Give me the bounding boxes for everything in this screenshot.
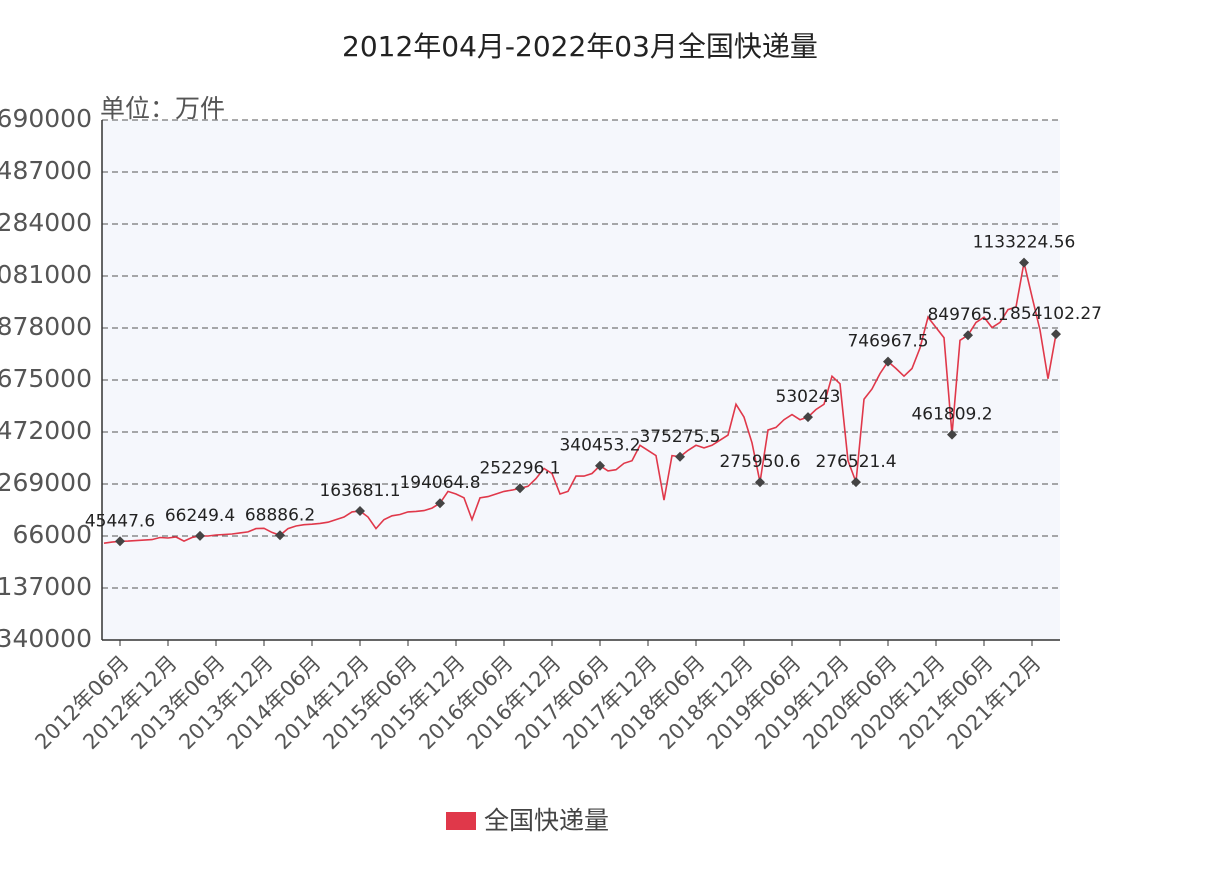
point-marker xyxy=(675,451,685,462)
y-tick-label: 675000 xyxy=(0,364,92,393)
point-marker xyxy=(355,505,365,516)
data-label: 854102.27 xyxy=(1010,304,1102,324)
y-tick-label: 878000 xyxy=(0,312,92,341)
point-marker xyxy=(515,483,525,494)
point-marker xyxy=(435,498,445,509)
plot-background xyxy=(102,120,1060,640)
point-marker xyxy=(595,460,605,471)
data-label: 849765.1 xyxy=(927,305,1008,325)
point-marker xyxy=(755,477,765,488)
data-label: 461809.2 xyxy=(911,405,992,425)
data-label: 1133224.56 xyxy=(973,233,1076,253)
data-label: 163681.1 xyxy=(319,481,400,501)
point-marker xyxy=(1051,329,1061,340)
data-label: 340453.2 xyxy=(559,436,640,456)
data-label: 276521.4 xyxy=(815,452,896,472)
data-label: 45447.6 xyxy=(85,511,155,531)
y-axis-label: 单位：万件 xyxy=(100,94,225,123)
data-label: 252296.1 xyxy=(479,458,560,478)
point-marker xyxy=(195,530,205,541)
chart-title: 2012年04月-2022年03月全国快递量 xyxy=(342,30,818,63)
point-marker xyxy=(115,536,125,547)
point-marker xyxy=(275,530,285,541)
point-marker xyxy=(947,429,957,440)
legend-swatch xyxy=(446,812,476,830)
point-marker xyxy=(963,330,973,341)
data-label: 375275.5 xyxy=(639,427,720,447)
y-tick-label: 1284000 xyxy=(0,208,92,237)
y-tick-label: 1487000 xyxy=(0,156,92,185)
point-marker xyxy=(803,412,813,423)
y-tick-label: 472000 xyxy=(0,416,92,445)
legend-label: 全国快递量 xyxy=(484,806,609,835)
y-tick-label: 66000 xyxy=(12,520,92,549)
series-line xyxy=(103,262,1057,544)
y-tick-label: 1690000 xyxy=(0,104,92,133)
point-marker xyxy=(1019,257,1029,268)
y-tick-label: 1081000 xyxy=(0,260,92,289)
y-tick-label: -340000 xyxy=(0,624,92,653)
data-label: 275950.6 xyxy=(719,452,800,472)
data-label: 66249.4 xyxy=(165,506,235,526)
point-marker xyxy=(883,356,893,367)
data-label: 530243 xyxy=(776,387,841,407)
data-label: 68886.2 xyxy=(245,505,315,525)
y-tick-label: -137000 xyxy=(0,572,92,601)
y-tick-label: 269000 xyxy=(0,468,92,497)
data-label: 746967.5 xyxy=(847,332,928,352)
data-label: 194064.8 xyxy=(399,473,480,493)
point-marker xyxy=(851,477,861,488)
